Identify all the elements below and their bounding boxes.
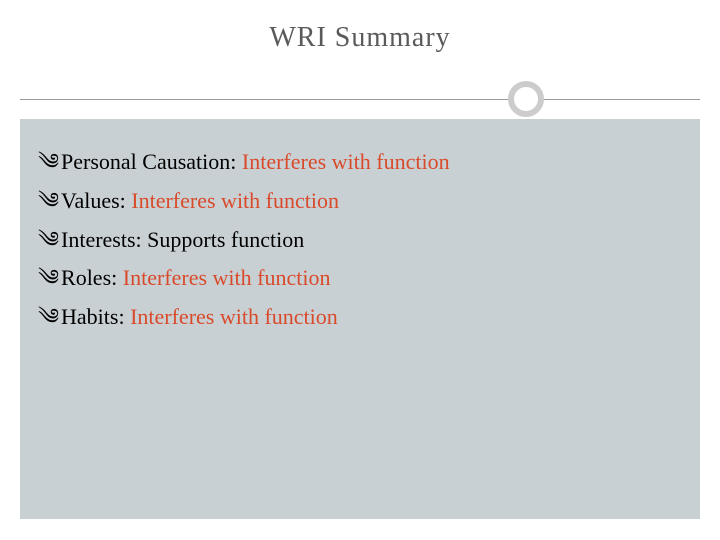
divider-circle-icon: [508, 81, 544, 117]
item-value: Interferes with function: [125, 302, 338, 333]
item-label: Personal Causation:: [61, 147, 236, 178]
item-label: Roles:: [61, 263, 117, 294]
bullet-icon: ༄: [38, 186, 59, 217]
item-value: Interferes with function: [117, 263, 330, 294]
slide: WRI Summary ༄ Personal Causation: Interf…: [0, 0, 720, 540]
item-label: Values:: [61, 186, 126, 217]
divider: [0, 79, 720, 119]
item-value: Interferes with function: [126, 186, 339, 217]
page-title: WRI Summary: [0, 22, 720, 54]
item-value: Supports function: [142, 225, 305, 256]
bullet-icon: ༄: [38, 225, 59, 256]
list-item: ༄ Roles: Interferes with function: [38, 263, 682, 294]
list-item: ༄ Personal Causation: Interferes with fu…: [38, 147, 682, 178]
list-item: ༄ Habits: Interferes with function: [38, 302, 682, 333]
list-item: ༄ Values: Interferes with function: [38, 186, 682, 217]
list-item: ༄ Interests: Supports function: [38, 225, 682, 256]
item-label: Habits:: [61, 302, 125, 333]
content-area: ༄ Personal Causation: Interferes with fu…: [20, 119, 700, 519]
bullet-icon: ༄: [38, 302, 59, 333]
bullet-icon: ༄: [38, 147, 59, 178]
title-area: WRI Summary: [0, 0, 720, 79]
item-value: Interferes with function: [236, 147, 449, 178]
divider-line: [20, 99, 700, 100]
item-label: Interests:: [61, 225, 142, 256]
bullet-icon: ༄: [38, 263, 59, 294]
